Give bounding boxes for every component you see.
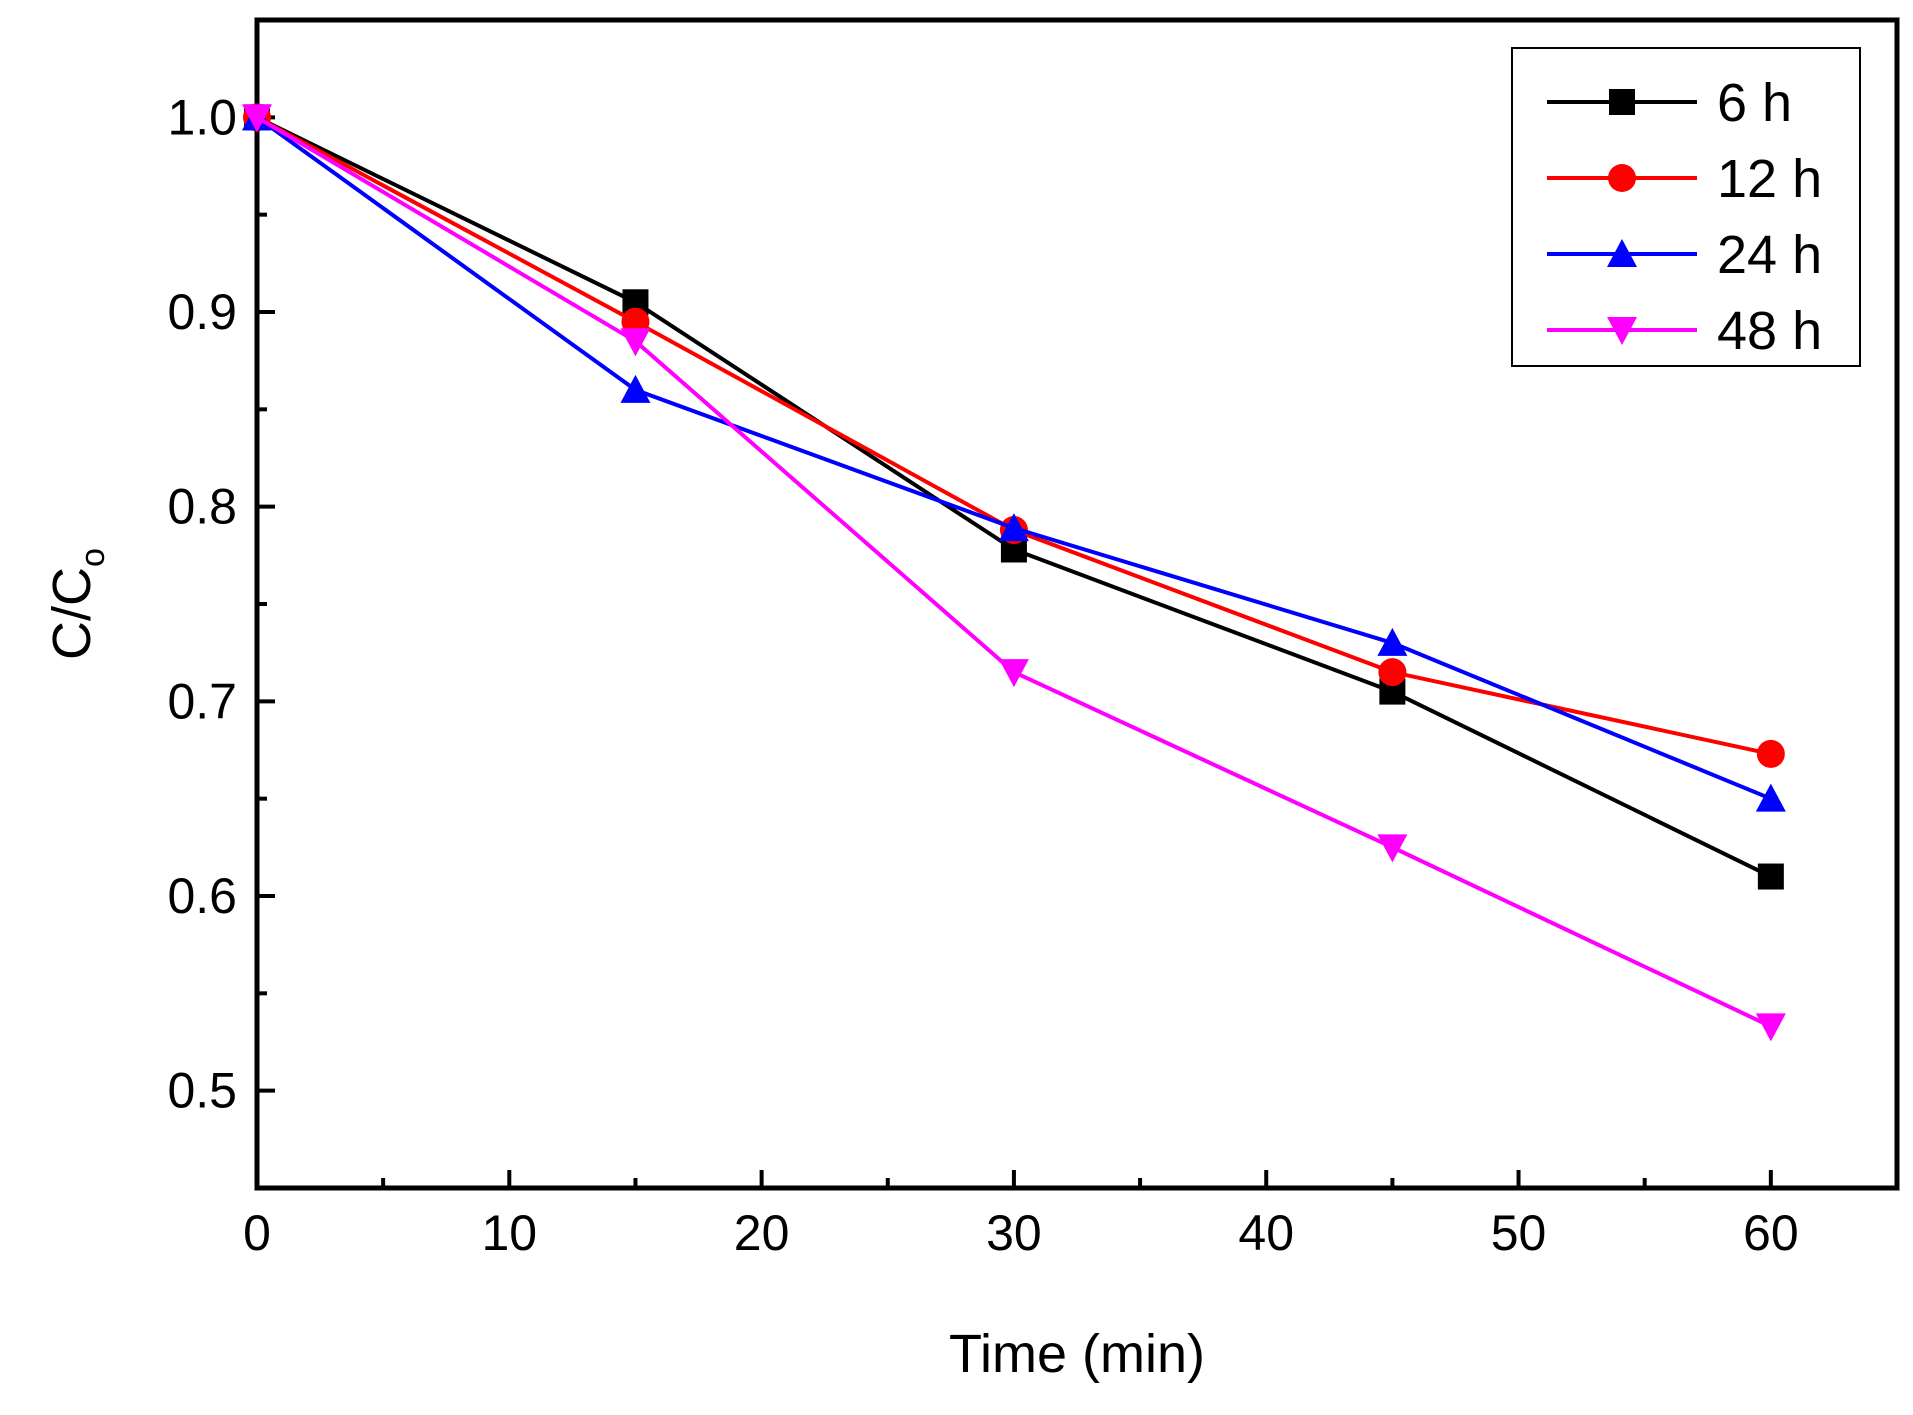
legend-marker (1609, 89, 1635, 115)
x-axis-ticks: 0 10 20 30 40 50 60 (243, 1170, 1899, 1261)
legend-entry: 24 h (1547, 225, 1822, 285)
x-tick-label: 20 (734, 1205, 790, 1261)
x-tick-label: 10 (481, 1205, 537, 1261)
data-point (1755, 1013, 1786, 1042)
series-48h (242, 104, 1786, 1042)
legend-entry: 6 h (1547, 73, 1792, 133)
y-tick-label: 0.7 (167, 673, 237, 729)
legend-marker (1607, 317, 1637, 345)
x-tick-label: 60 (1743, 1205, 1799, 1261)
x-tick-label: 50 (1491, 1205, 1547, 1261)
y-axis-title-main: C/C (42, 567, 102, 660)
y-axis-title-subscript: o (74, 548, 112, 567)
data-point (1378, 658, 1407, 687)
data-point (1755, 783, 1786, 812)
legend-label: 24 h (1717, 225, 1822, 285)
data-point (242, 104, 272, 133)
y-tick-label: 0.6 (167, 868, 237, 924)
legend-marker (1608, 164, 1636, 192)
data-point (1377, 627, 1408, 656)
data-point (1756, 739, 1785, 768)
x-tick-label: 40 (1238, 1205, 1294, 1261)
data-point (620, 374, 651, 403)
data-point (998, 659, 1029, 688)
legend-label: 48 h (1717, 301, 1822, 361)
x-tick-label: 30 (986, 1205, 1042, 1261)
legend-label: 6 h (1717, 73, 1792, 133)
data-point (620, 328, 651, 357)
data-point (1757, 863, 1784, 890)
data-point (1377, 834, 1408, 863)
y-tick-label: 0.5 (167, 1063, 237, 1119)
y-tick-label: 0.9 (167, 284, 237, 340)
y-axis-ticks: 0.5 0.6 0.7 0.8 0.9 1.0 (167, 18, 275, 1190)
legend-label: 12 h (1717, 149, 1822, 209)
y-tick-label: 0.8 (167, 479, 237, 535)
legend-entry: 48 h (1547, 301, 1822, 361)
legend-marker (1607, 239, 1637, 267)
x-tick-label: 0 (243, 1205, 271, 1261)
legend-entry: 12 h (1547, 149, 1822, 209)
legend: 6 h 12 h 24 h 48 h (1511, 47, 1861, 367)
y-tick-label: 1.0 (167, 89, 237, 145)
data-point (998, 513, 1029, 542)
y-axis-title: C/Co (42, 548, 112, 660)
x-axis-title: Time (min) (949, 1324, 1205, 1384)
series-layer (242, 102, 1786, 1042)
